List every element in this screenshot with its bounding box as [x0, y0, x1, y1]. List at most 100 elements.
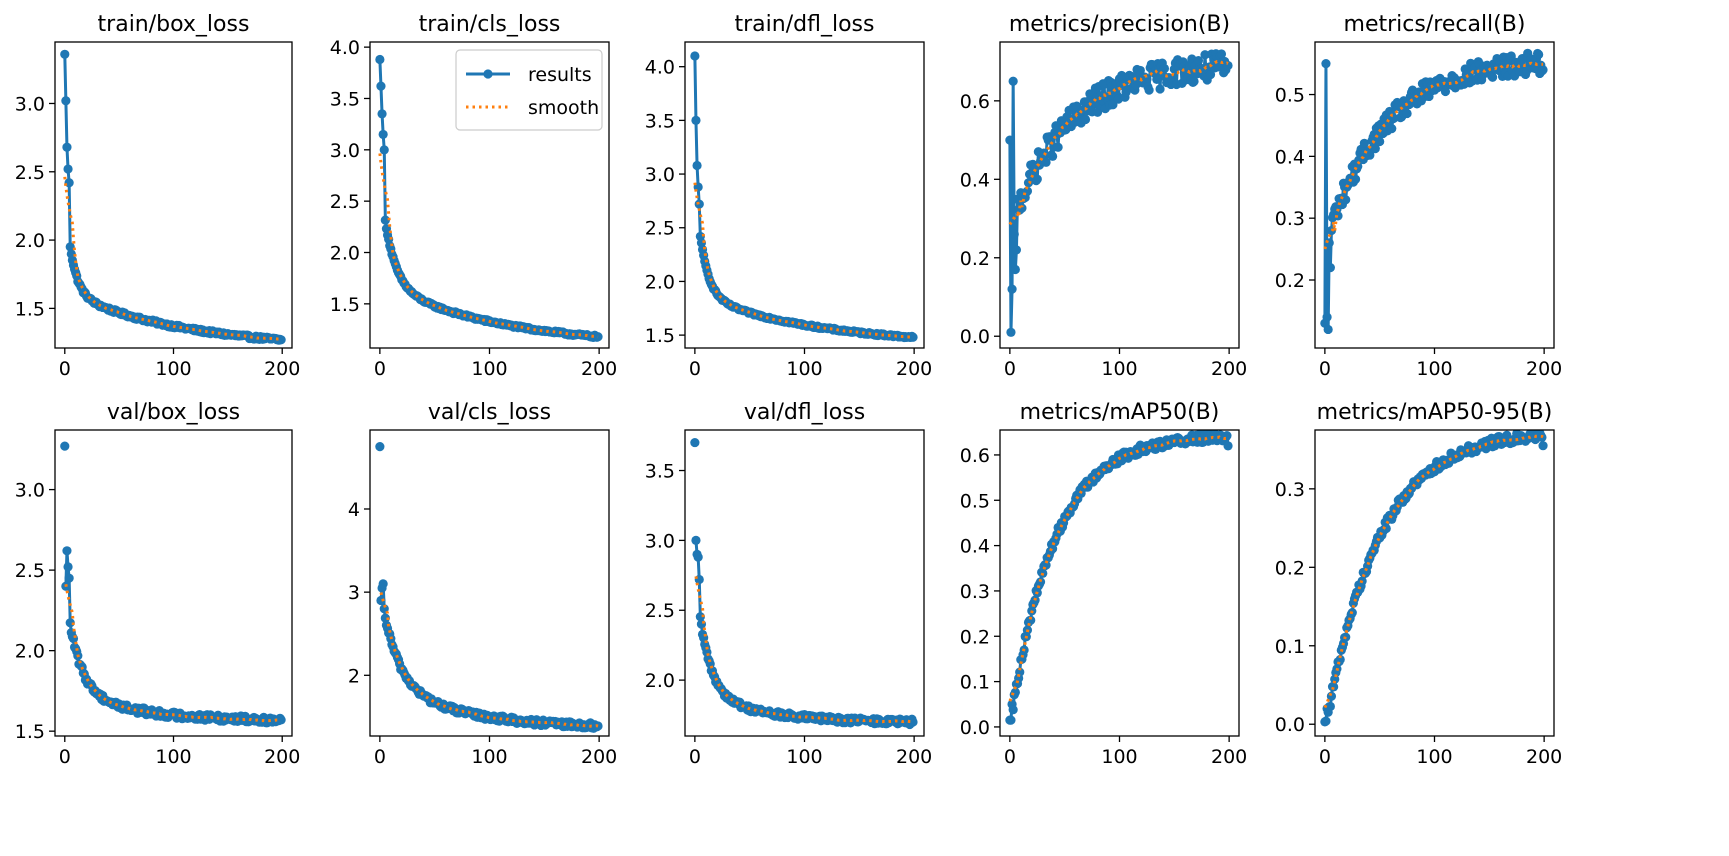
- data-point: [696, 619, 707, 629]
- y-tick-label: 0.4: [960, 536, 990, 558]
- legend-results-marker: [483, 69, 493, 79]
- data-point: [1359, 138, 1369, 148]
- y-tick-label: 0.5: [1275, 85, 1305, 107]
- data-point: [1189, 76, 1199, 87]
- data-point: [1011, 245, 1022, 255]
- data-point: [693, 552, 703, 562]
- data-point: [1008, 76, 1018, 86]
- y-tick-label: 3.0: [645, 164, 675, 186]
- y-tick-label: 0.4: [960, 169, 990, 191]
- plot-area: [60, 441, 286, 728]
- x-tick-label: 200: [1526, 746, 1562, 768]
- data-point: [378, 129, 388, 140]
- panel-title: val/box_loss: [107, 400, 240, 425]
- y-tick-label: 0.0: [960, 326, 990, 348]
- panel-metrics-recall-b: metrics/recall(B) 0 100 200 0.2 0.3 0.4 0.5: [1275, 12, 1562, 380]
- data-point: [60, 49, 70, 59]
- results-line: [379, 582, 599, 730]
- legend-smooth-label: smooth: [528, 97, 599, 119]
- data-point: [375, 442, 385, 452]
- smooth-line: [1008, 59, 1229, 226]
- y-tick-label: 2.0: [330, 243, 360, 265]
- smooth-line: [693, 182, 914, 339]
- y-tick-label: 3.0: [15, 480, 45, 502]
- data-point: [1048, 544, 1058, 554]
- x-tick-label: 200: [264, 746, 300, 768]
- plot-area: [1320, 48, 1548, 335]
- panel-title: metrics/mAP50(B): [1020, 400, 1220, 425]
- panel-title: train/box_loss: [98, 12, 250, 37]
- x-tick-label: 200: [896, 358, 932, 380]
- y-tick-label: 2.5: [15, 162, 45, 184]
- data-point: [1135, 65, 1145, 76]
- data-point: [1080, 114, 1091, 125]
- plot-area: [1005, 430, 1233, 725]
- plot-area: [1005, 49, 1233, 337]
- data-point: [1017, 203, 1027, 213]
- data-point: [380, 215, 390, 225]
- data-point: [1323, 324, 1333, 335]
- data-point: [376, 81, 386, 91]
- data-point: [1009, 229, 1019, 239]
- x-tick-label: 100: [155, 746, 191, 768]
- data-point: [380, 613, 390, 623]
- panel-title: val/dfl_loss: [744, 400, 865, 425]
- data-point: [1205, 70, 1216, 80]
- legend-results-label: results: [528, 64, 592, 86]
- data-point: [1223, 60, 1233, 71]
- smooth-line: [63, 176, 282, 341]
- x-tick-label: 0: [1319, 358, 1331, 380]
- y-tick-label: 3.5: [645, 461, 675, 483]
- smooth-line: [694, 576, 914, 724]
- data-point: [1223, 441, 1233, 451]
- plot-area: [375, 442, 603, 733]
- x-tick-label: 0: [374, 358, 386, 380]
- y-tick-label: 0.1: [1275, 636, 1305, 658]
- panel-metrics-map50-b: metrics/mAP50(B) 0 100 200 0.0 0.1 0.2 0.3 0.4 0.…: [960, 400, 1247, 768]
- data-point: [1321, 59, 1331, 69]
- x-tick-label: 100: [1416, 358, 1452, 380]
- x-tick-label: 100: [786, 358, 822, 380]
- data-point: [1144, 85, 1154, 95]
- y-tick-label: 4.0: [645, 57, 675, 79]
- data-point: [1325, 701, 1335, 712]
- x-tick-label: 100: [471, 358, 507, 380]
- x-tick-label: 0: [689, 746, 701, 768]
- smooth-line: [64, 584, 282, 723]
- data-point: [1155, 84, 1165, 94]
- data-point: [62, 142, 72, 152]
- data-point: [1041, 157, 1051, 167]
- y-tick-label: 0.2: [1275, 270, 1305, 292]
- y-tick-label: 0.0: [1275, 714, 1305, 736]
- data-point: [65, 242, 75, 252]
- plot-area: [690, 51, 918, 343]
- y-tick-label: 2.0: [645, 670, 675, 692]
- data-point: [1324, 238, 1334, 248]
- data-point: [377, 109, 387, 119]
- y-tick-label: 0.3: [960, 581, 990, 603]
- x-tick-label: 200: [896, 746, 932, 768]
- y-tick-label: 0.5: [960, 490, 990, 512]
- y-tick-label: 1.5: [15, 298, 45, 320]
- x-tick-label: 200: [264, 358, 300, 380]
- y-tick-label: 0.2: [960, 626, 990, 648]
- data-point: [1216, 49, 1227, 59]
- data-point: [61, 96, 71, 106]
- y-tick-label: 0.2: [1275, 557, 1305, 579]
- data-point: [1381, 523, 1391, 534]
- plot-area: [60, 49, 286, 345]
- data-point: [376, 595, 386, 606]
- panel-val-dfl-loss: val/dfl_loss 0 100 200 2.0 2.5 3.0 3.5: [645, 400, 932, 768]
- x-tick-label: 100: [471, 746, 507, 768]
- data-point: [1010, 264, 1020, 275]
- legend: results smooth: [455, 49, 603, 131]
- data-point: [1006, 715, 1016, 725]
- data-point: [1152, 74, 1162, 84]
- data-point: [1387, 124, 1397, 134]
- y-tick-label: 2.5: [15, 560, 45, 582]
- axes-frame: [369, 429, 610, 737]
- data-point: [64, 178, 74, 188]
- plot-area: [690, 437, 918, 730]
- panel-metrics-precision-b: metrics/precision(B) 0 100 200 0.0 0.2 0.4 0.6: [960, 12, 1247, 380]
